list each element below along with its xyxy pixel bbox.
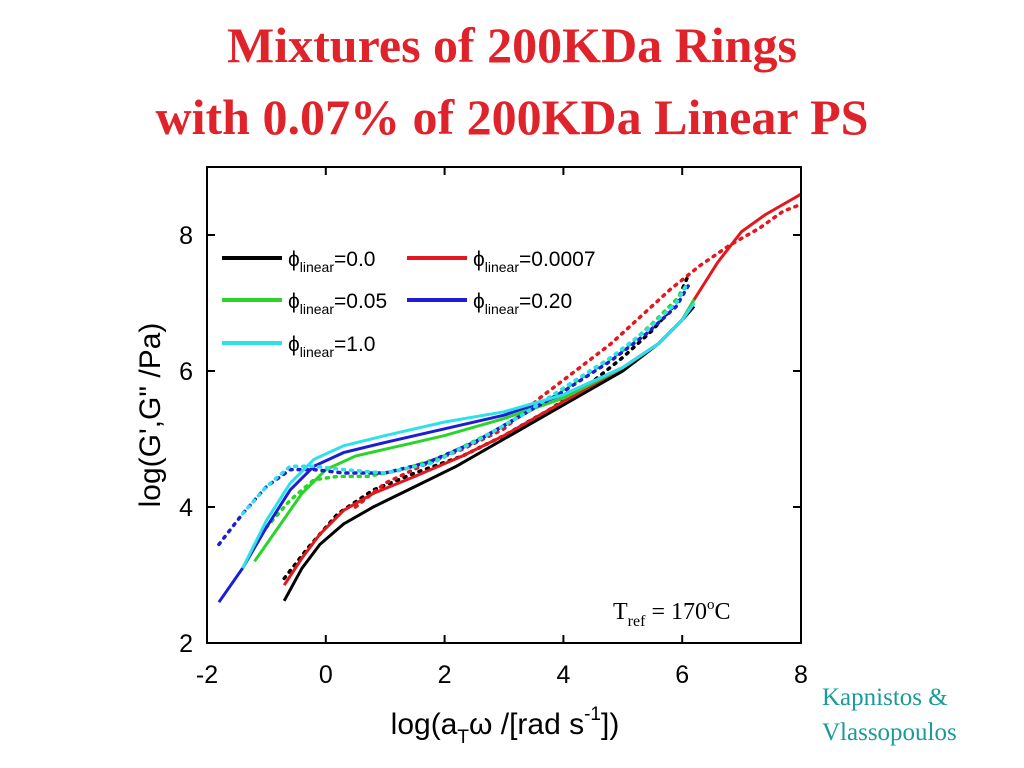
y-tick-label: 4 xyxy=(179,494,193,522)
legend-entry: ϕlinear=1.0 xyxy=(288,333,375,360)
plot-frame xyxy=(206,166,802,644)
slide-title-line-1: Mixtures of 200KDa Rings xyxy=(227,17,797,73)
author-credit-line-2: Vlassopoulos xyxy=(822,719,957,746)
x-axis-label: log(aTω /[rad s-1]) xyxy=(391,704,620,748)
legend-entry: ϕlinear=0.0007 xyxy=(473,248,596,275)
series-4-loss-modulus-dotted xyxy=(240,280,690,516)
series-1-storage-modulus-line xyxy=(282,193,800,587)
data-curves xyxy=(217,193,800,604)
y-tick-label: 6 xyxy=(179,358,193,386)
axis-ticks xyxy=(206,167,802,644)
x-tick-label: 4 xyxy=(556,661,570,689)
series-3-loss-modulus-dotted xyxy=(217,284,690,547)
author-credit-line-1: Kapnistos & xyxy=(822,684,948,711)
x-tick-label: 0 xyxy=(319,661,333,689)
x-tick-label: 8 xyxy=(794,661,808,689)
legend: ϕlinear=0.0 ϕlinear=0.0007 ϕlinear=0.05 ϕli… xyxy=(222,248,596,360)
x-tick-label: 2 xyxy=(438,661,452,689)
x-tick-label: -2 xyxy=(196,661,218,689)
series-4-storage-modulus-line xyxy=(241,302,696,569)
legend-entry: ϕlinear=0.0 xyxy=(288,248,375,275)
series-1-loss-modulus-dotted xyxy=(353,202,800,509)
legend-entry: ϕlinear=0.05 xyxy=(288,290,387,317)
x-tick-label: 6 xyxy=(675,661,689,689)
tick-labels: -2 0 2 4 6 8 2 4 6 8 xyxy=(179,222,808,689)
reference-temperature-annotation: Tref = 170oC xyxy=(613,597,731,630)
slide-title-line-2: with 0.07% of 200KDa Linear PS xyxy=(155,89,869,145)
legend-entry: ϕlinear=0.20 xyxy=(473,290,572,317)
y-tick-label: 2 xyxy=(179,630,193,658)
y-tick-label: 8 xyxy=(179,222,193,250)
y-axis-label: log(G',G" /Pa) xyxy=(134,323,167,508)
